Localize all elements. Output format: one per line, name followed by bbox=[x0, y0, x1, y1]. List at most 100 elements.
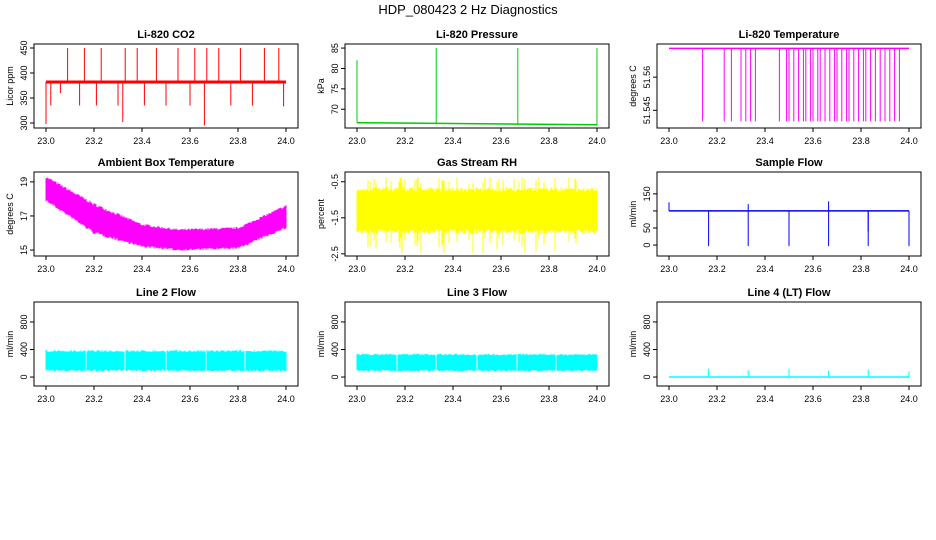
y-tick-label: 450 bbox=[19, 40, 29, 55]
y-tick-label: 19 bbox=[19, 177, 29, 187]
x-tick-label: 23.0 bbox=[37, 136, 55, 146]
y-axis-label: degrees C bbox=[628, 65, 638, 107]
y-tick-label: 300 bbox=[19, 115, 29, 130]
panel-3: Ambient Box Temperature degrees C 15 17 19 23… bbox=[5, 157, 299, 274]
x-tick-label: 23.4 bbox=[444, 136, 462, 146]
y-axis-label: percent bbox=[316, 198, 326, 229]
x-tick-label: 23.6 bbox=[492, 136, 510, 146]
plot-frame bbox=[33, 43, 299, 129]
plot-frame bbox=[656, 301, 922, 387]
y-tick-label: 350 bbox=[19, 90, 29, 105]
x-tick-label: 23.8 bbox=[540, 136, 558, 146]
series bbox=[356, 353, 598, 372]
panel-2: Li-820 Temperature degrees C 51.545 51.56 23… bbox=[628, 29, 922, 146]
panel-title: Li-820 CO2 bbox=[137, 29, 194, 41]
plot-frame bbox=[344, 301, 610, 387]
series bbox=[356, 48, 598, 126]
plot-frame bbox=[656, 43, 922, 129]
x-tick-label: 23.2 bbox=[708, 136, 726, 146]
x-tick-label: 23.8 bbox=[540, 394, 558, 404]
x-tick-label: 23.8 bbox=[229, 136, 247, 146]
series bbox=[356, 176, 598, 254]
x-tick-label: 23.0 bbox=[660, 136, 678, 146]
panel-1: Li-820 Pressure kPa 70 75 80 85 23.0 23.2 23.4 23… bbox=[316, 29, 610, 146]
panel-5: Sample Flow ml/min 0 50 150 23.0 23.2 23.4 23.6 2… bbox=[628, 157, 922, 274]
panel-7: Line 3 Flow ml/min 0 400 800 23.0 23.2 23.4 23.6… bbox=[316, 287, 610, 404]
x-tick-label: 23.4 bbox=[133, 264, 151, 274]
x-tick-label: 23.6 bbox=[804, 394, 822, 404]
x-tick-label: 23.0 bbox=[348, 136, 366, 146]
series bbox=[45, 350, 287, 372]
x-tick-label: 23.4 bbox=[756, 394, 774, 404]
y-tick-label: 80 bbox=[330, 63, 340, 73]
y-axis-label: ml/min bbox=[5, 331, 15, 358]
y-tick-label: 75 bbox=[330, 84, 340, 94]
panel-title: Ambient Box Temperature bbox=[98, 157, 235, 169]
x-tick-label: 23.6 bbox=[804, 136, 822, 146]
y-tick-label: -2.5 bbox=[330, 246, 340, 262]
y-tick-label: 15 bbox=[19, 245, 29, 255]
panel-0: Li-820 CO2 Licor ppm 300 350 400 450 23.0 23.2 2… bbox=[5, 29, 299, 146]
x-tick-label: 23.0 bbox=[660, 264, 678, 274]
panel-title: Gas Stream RH bbox=[437, 157, 517, 169]
y-axis-label: Licor ppm bbox=[5, 66, 15, 106]
main-title: HDP_080423 2 Hz Diagnostics bbox=[378, 2, 558, 17]
x-tick-label: 24.0 bbox=[277, 264, 295, 274]
x-tick-label: 23.0 bbox=[348, 394, 366, 404]
y-tick-label: 17 bbox=[19, 211, 29, 221]
x-tick-label: 23.2 bbox=[708, 394, 726, 404]
y-tick-label: -1.5 bbox=[330, 210, 340, 226]
panel-title: Li-820 Pressure bbox=[436, 29, 518, 41]
y-tick-label: 150 bbox=[642, 186, 652, 201]
x-tick-label: 23.6 bbox=[492, 264, 510, 274]
x-tick-label: 23.6 bbox=[804, 264, 822, 274]
y-tick-label: 0 bbox=[642, 243, 652, 248]
x-tick-label: 23.2 bbox=[396, 264, 414, 274]
plot-frame bbox=[344, 43, 610, 129]
y-axis-label: kPa bbox=[316, 78, 326, 94]
y-tick-label: 800 bbox=[642, 314, 652, 329]
x-tick-label: 24.0 bbox=[588, 136, 606, 146]
y-tick-label: 0 bbox=[19, 375, 29, 380]
y-tick-label: -0.5 bbox=[330, 174, 340, 190]
y-tick-label: 70 bbox=[330, 104, 340, 114]
panel-title: Line 4 (LT) Flow bbox=[748, 287, 831, 299]
x-tick-label: 23.2 bbox=[85, 264, 103, 274]
y-axis-label: degrees C bbox=[5, 193, 15, 235]
x-tick-label: 23.0 bbox=[37, 394, 55, 404]
plot-frame bbox=[33, 171, 299, 257]
x-tick-label: 24.0 bbox=[277, 136, 295, 146]
y-tick-label: 800 bbox=[19, 314, 29, 329]
series bbox=[45, 48, 286, 126]
panel-8: Line 4 (LT) Flow ml/min 0 400 800 23.0 23.2 23.… bbox=[628, 287, 922, 404]
y-tick-label: 400 bbox=[642, 342, 652, 357]
x-tick-label: 23.4 bbox=[756, 136, 774, 146]
x-tick-label: 23.6 bbox=[492, 394, 510, 404]
x-tick-label: 24.0 bbox=[588, 394, 606, 404]
x-tick-label: 23.6 bbox=[181, 136, 199, 146]
x-tick-label: 23.6 bbox=[181, 264, 199, 274]
plot-frame bbox=[33, 301, 299, 387]
x-tick-label: 23.4 bbox=[133, 136, 151, 146]
x-tick-label: 24.0 bbox=[900, 394, 918, 404]
x-tick-label: 24.0 bbox=[588, 264, 606, 274]
x-tick-label: 23.8 bbox=[852, 136, 870, 146]
plot-frame bbox=[656, 171, 922, 257]
panel-title: Sample Flow bbox=[755, 157, 823, 169]
series bbox=[669, 368, 910, 378]
x-tick-label: 23.8 bbox=[540, 264, 558, 274]
x-tick-label: 24.0 bbox=[900, 264, 918, 274]
panel-4: Gas Stream RH percent -2.5 -1.5 -0.5 23.0 23.2… bbox=[316, 157, 610, 274]
x-tick-label: 23.2 bbox=[396, 394, 414, 404]
y-tick-label: 85 bbox=[330, 43, 340, 53]
plot-frame bbox=[344, 171, 610, 257]
y-axis-label: ml/min bbox=[628, 331, 638, 358]
x-tick-label: 23.0 bbox=[348, 264, 366, 274]
y-tick-label: 51.56 bbox=[642, 66, 652, 89]
panel-title: Line 2 Flow bbox=[136, 287, 196, 299]
x-tick-label: 24.0 bbox=[900, 136, 918, 146]
y-tick-label: 51.545 bbox=[642, 97, 652, 125]
y-tick-label: 400 bbox=[19, 342, 29, 357]
x-tick-label: 23.4 bbox=[756, 264, 774, 274]
